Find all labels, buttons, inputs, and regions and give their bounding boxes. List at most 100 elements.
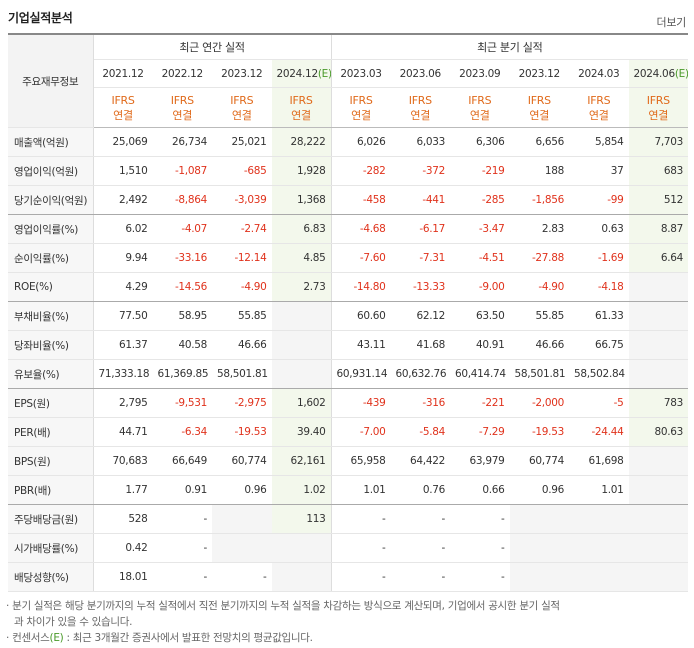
estimate-mark: (E) [674,67,688,80]
value-cell: - [390,562,450,592]
value-cell: -24.44 [569,417,629,447]
standard: IFRS [111,93,135,107]
value-cell: -219 [450,156,510,186]
value-cell [212,504,272,534]
standard: IFRS [349,93,373,107]
value-cell: 46.66 [212,330,272,360]
value-cell: -4.68 [330,214,391,244]
standard-header: IFRS 연결 [569,87,629,128]
value-cell: 1.01 [330,475,391,505]
value-cell: -7.00 [330,417,391,447]
value-cell: 61,698 [569,446,629,476]
value-cell: 28,222 [271,127,331,157]
value-cell: 2.73 [271,272,331,302]
value-cell: - [330,562,391,592]
value-cell: 60,414.74 [450,359,510,389]
corner-header: 주요재무정보 [8,33,94,128]
value-cell [509,562,569,592]
value-cell: 1.77 [93,475,153,505]
value-cell: 512 [628,185,688,215]
standard: IFRS [587,93,611,107]
value-cell: 2.83 [509,214,569,244]
row-label: 영업이익률(%) [8,214,94,244]
more-link[interactable]: 더보기 [656,16,687,29]
value-cell: 1,928 [271,156,331,186]
table-row: PBR(배) 1.77 0.91 0.96 1.02 1.01 0.76 0.66 0.96 1.… [8,475,688,505]
value-cell: -9,531 [152,388,212,418]
value-cell: -282 [330,156,391,186]
note-part: 컨센서스 [12,632,50,644]
standard: IFRS [468,93,492,107]
value-cell [628,301,688,331]
value-cell: - [330,504,391,534]
value-cell: 58,502.84 [569,359,629,389]
value-cell: -5 [569,388,629,418]
value-cell: 55.85 [212,301,272,331]
period-date: 2023.12 [221,67,263,80]
row-label: 영업이익(억원) [8,156,94,186]
period-header: 2021.12 [93,59,153,88]
value-cell [271,562,331,592]
value-cell: 60,632.76 [390,359,450,389]
standard: IFRS [230,93,254,107]
notes: · 분기 실적은 해당 분기까지의 누적 실적에서 직전 분기까지의 누적 실적… [6,598,566,646]
value-cell: 39.40 [271,417,331,447]
value-cell: 1,368 [271,185,331,215]
value-cell: -3,039 [212,185,272,215]
value-cell: - [212,562,272,592]
value-cell: 65,958 [330,446,391,476]
value-cell: 40.91 [450,330,510,360]
standard-header: IFRS 연결 [628,87,688,128]
standard: IFRS [408,93,432,107]
row-label: 주당배당금(원) [8,504,94,534]
period-header: 2023.03 [330,59,391,88]
table-row: BPS(원) 70,683 66,649 60,774 62,161 65,958 64,4… [8,446,688,476]
value-cell: 4.85 [271,243,331,273]
value-cell: -2,000 [509,388,569,418]
standard: IFRS [527,93,551,107]
value-cell: 58.95 [152,301,212,331]
value-cell [271,359,331,389]
value-cell: -372 [390,156,450,186]
value-cell: -19.53 [509,417,569,447]
period-header: 2023.06 [390,59,450,88]
standard-header: IFRS 연결 [212,87,272,128]
period-header: 2023.12 [509,59,569,88]
value-cell: 61.37 [93,330,153,360]
table-row: 주당배당금(원) 528-113- - - [8,504,688,534]
table-row: 시가배당률(%) 0.42- - - - [8,533,688,563]
value-cell: - [450,562,510,592]
note-text: 분기 실적은 해당 분기까지의 누적 실적에서 직전 분기까지의 누적 실적을 … [12,600,560,628]
basis: 연결 [410,108,431,122]
value-cell: -4.51 [450,243,510,273]
standard: IFRS [646,93,670,107]
value-cell [628,562,688,592]
value-cell: 8.87 [628,214,688,244]
value-cell: 61,369.85 [152,359,212,389]
value-cell: -4.18 [569,272,629,302]
section-title: 기업실적분석 [8,11,73,25]
table-row: 당기순이익(억원) 2,492 -8,864 -3,039 1,368 -458 -441-… [8,185,688,215]
value-cell: 683 [628,156,688,186]
value-cell: 63.50 [450,301,510,331]
standard: IFRS [170,93,194,107]
standard-header: IFRS 연결 [509,87,569,128]
value-cell: -458 [330,185,391,215]
value-cell: 26,734 [152,127,212,157]
table-row: 매출액(억원) 25,069 26,734 25,021 28,222 6,026 6,03… [8,127,688,157]
standard-header: IFRS 연결 [330,87,391,128]
period-date: 2021.12 [102,67,144,80]
value-cell [569,533,629,563]
note: · 분기 실적은 해당 분기까지의 누적 실적에서 직전 분기까지의 누적 실적… [6,600,560,628]
value-cell: 0.42 [93,533,153,563]
group-header: 최근 분기 실적 [330,33,688,60]
period-date: 2024.06 [633,67,676,80]
value-cell: -99 [569,185,629,215]
value-cell: 46.66 [509,330,569,360]
value-cell: -7.60 [330,243,391,273]
value-cell: - [390,504,450,534]
value-cell [628,330,688,360]
value-cell [569,504,629,534]
value-cell: 528 [93,504,153,534]
